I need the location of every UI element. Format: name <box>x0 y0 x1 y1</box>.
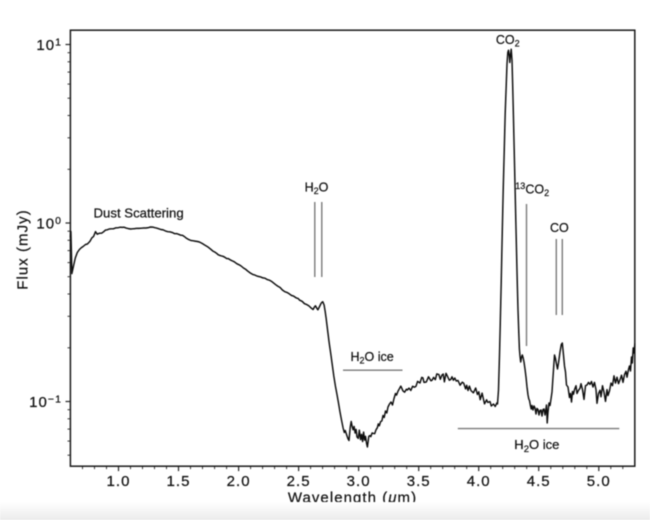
svg-text:Flux (mJy): Flux (mJy) <box>14 209 31 290</box>
svg-text:100: 100 <box>36 215 62 233</box>
svg-text:Dust Scattering: Dust Scattering <box>94 206 184 221</box>
svg-text:101: 101 <box>36 36 62 54</box>
svg-text:CO2: CO2 <box>496 33 520 49</box>
svg-text:2.5: 2.5 <box>287 473 311 490</box>
svg-text:1.5: 1.5 <box>166 473 190 490</box>
svg-text:13CO2: 13CO2 <box>515 181 549 198</box>
svg-text:3.5: 3.5 <box>407 473 431 490</box>
svg-text:3.0: 3.0 <box>347 473 371 490</box>
svg-text:5.0: 5.0 <box>587 473 611 490</box>
svg-text:2.0: 2.0 <box>227 473 251 490</box>
svg-text:1.0: 1.0 <box>106 473 130 490</box>
svg-text:H2O: H2O <box>305 181 329 197</box>
svg-text:CO: CO <box>550 221 569 235</box>
svg-text:H2O ice: H2O ice <box>351 350 394 366</box>
svg-text:4.0: 4.0 <box>467 473 491 490</box>
svg-text:4.5: 4.5 <box>527 473 551 490</box>
